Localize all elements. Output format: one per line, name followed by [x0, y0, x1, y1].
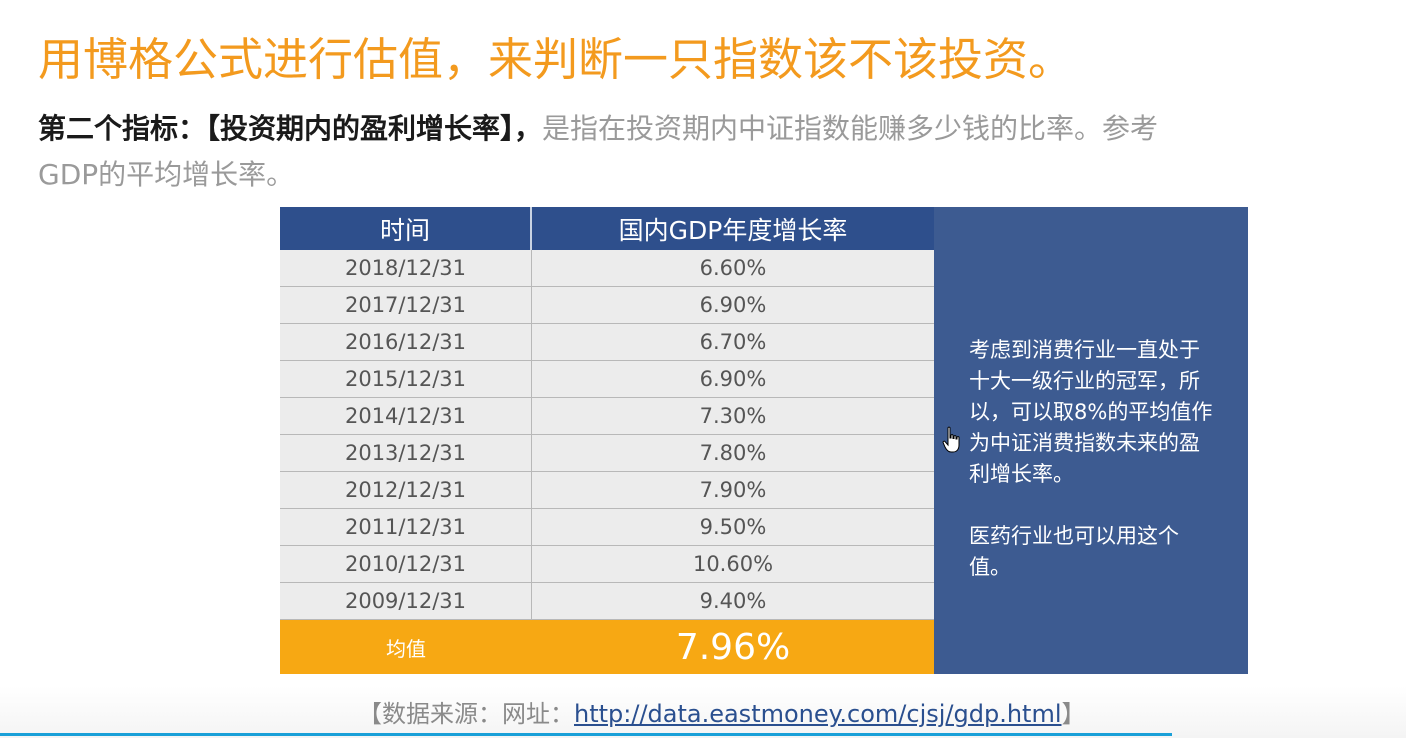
side-note-paragraph-1: 考虑到消费行业一直处于十大一级行业的冠军，所以，可以取8%的平均值作为中证消费指… — [969, 338, 1213, 486]
date-cell: 2013/12/31 — [280, 435, 532, 471]
table-row: 2013/12/31 7.80% — [280, 435, 934, 472]
table-row: 2017/12/31 6.90% — [280, 287, 934, 324]
average-label: 均值 — [386, 636, 426, 661]
date-cell: 2009/12/31 — [280, 583, 532, 619]
date-cell: 2015/12/31 — [280, 361, 532, 397]
header-gdp-growth: 国内GDP年度增长率 — [618, 215, 848, 245]
source-suffix: 】 — [1061, 700, 1086, 728]
progress-line — [0, 733, 1172, 736]
date-cell: 2012/12/31 — [280, 472, 532, 508]
average-row: 均值 7.96% — [280, 620, 934, 674]
indicator-name: 第二个指标：【投资期内的盈利增长率】， — [38, 112, 543, 145]
footer-band — [0, 686, 1406, 738]
gdp-growth-cell: 7.90% — [699, 478, 767, 502]
table-row: 2012/12/31 7.90% — [280, 472, 934, 509]
gdp-growth-cell: 6.70% — [699, 330, 767, 354]
gdp-growth-cell: 6.90% — [699, 367, 767, 391]
gdp-growth-cell: 9.40% — [699, 589, 767, 613]
source-prefix: 【数据来源：网址： — [358, 700, 574, 728]
table-row: 2016/12/31 6.70% — [280, 324, 934, 361]
table-row: 2018/12/31 6.60% — [280, 250, 934, 287]
date-cell: 2018/12/31 — [280, 250, 532, 286]
table-row: 2011/12/31 9.50% — [280, 509, 934, 546]
header-date: 时间 — [280, 207, 532, 250]
table-row: 2015/12/31 6.90% — [280, 361, 934, 398]
gdp-growth-cell: 6.60% — [699, 256, 767, 280]
gdp-growth-cell: 10.60% — [692, 552, 774, 576]
gdp-growth-cell: 7.80% — [699, 441, 767, 465]
table-row: 2010/12/31 10.60% — [280, 546, 934, 583]
table-row: 2009/12/31 9.40% — [280, 583, 934, 620]
table-header-row: 时间 国内GDP年度增长率 — [280, 207, 934, 250]
average-value: 7.96% — [675, 626, 791, 668]
date-cell: 2011/12/31 — [280, 509, 532, 545]
gdp-growth-cell: 7.30% — [699, 404, 767, 428]
data-source: 【数据来源：网址：http://data.eastmoney.com/cjsj/… — [358, 694, 1086, 734]
hand-pointer-icon — [942, 426, 960, 453]
indicator-explanation-line2: GDP的平均增长率。 — [38, 158, 295, 191]
indicator-description: 第二个指标：【投资期内的盈利增长率】，是指在投资期内中证指数能赚多少钱的比率。参… — [38, 106, 1406, 152]
slide-title: 用博格公式进行估值，来判断一只指数该不该投资。 — [38, 33, 1074, 86]
date-cell: 2017/12/31 — [280, 287, 532, 323]
date-cell: 2014/12/31 — [280, 398, 532, 434]
table-row: 2014/12/31 7.30% — [280, 398, 934, 435]
table-body: 2018/12/31 6.60% 2017/12/31 6.90% 2016/12/31… — [280, 250, 934, 620]
date-cell: 2016/12/31 — [280, 324, 532, 360]
side-note-panel: 考虑到消费行业一直处于十大一级行业的冠军，所以，可以取8%的平均值作为中证消费指… — [934, 207, 1248, 674]
gdp-growth-cell: 6.90% — [699, 293, 767, 317]
date-cell: 2010/12/31 — [280, 546, 532, 582]
gdp-growth-table: 时间 国内GDP年度增长率 2018/12/31 6.60% 2017/12/31 6… — [280, 207, 934, 674]
gdp-growth-cell: 9.50% — [699, 515, 767, 539]
indicator-explanation: 是指在投资期内中证指数能赚多少钱的比率。参考 — [542, 112, 1159, 145]
source-link[interactable]: http://data.eastmoney.com/cjsj/gdp.html — [574, 700, 1062, 728]
side-note-paragraph-2: 医药行业也可以用这个值。 — [969, 524, 1179, 579]
